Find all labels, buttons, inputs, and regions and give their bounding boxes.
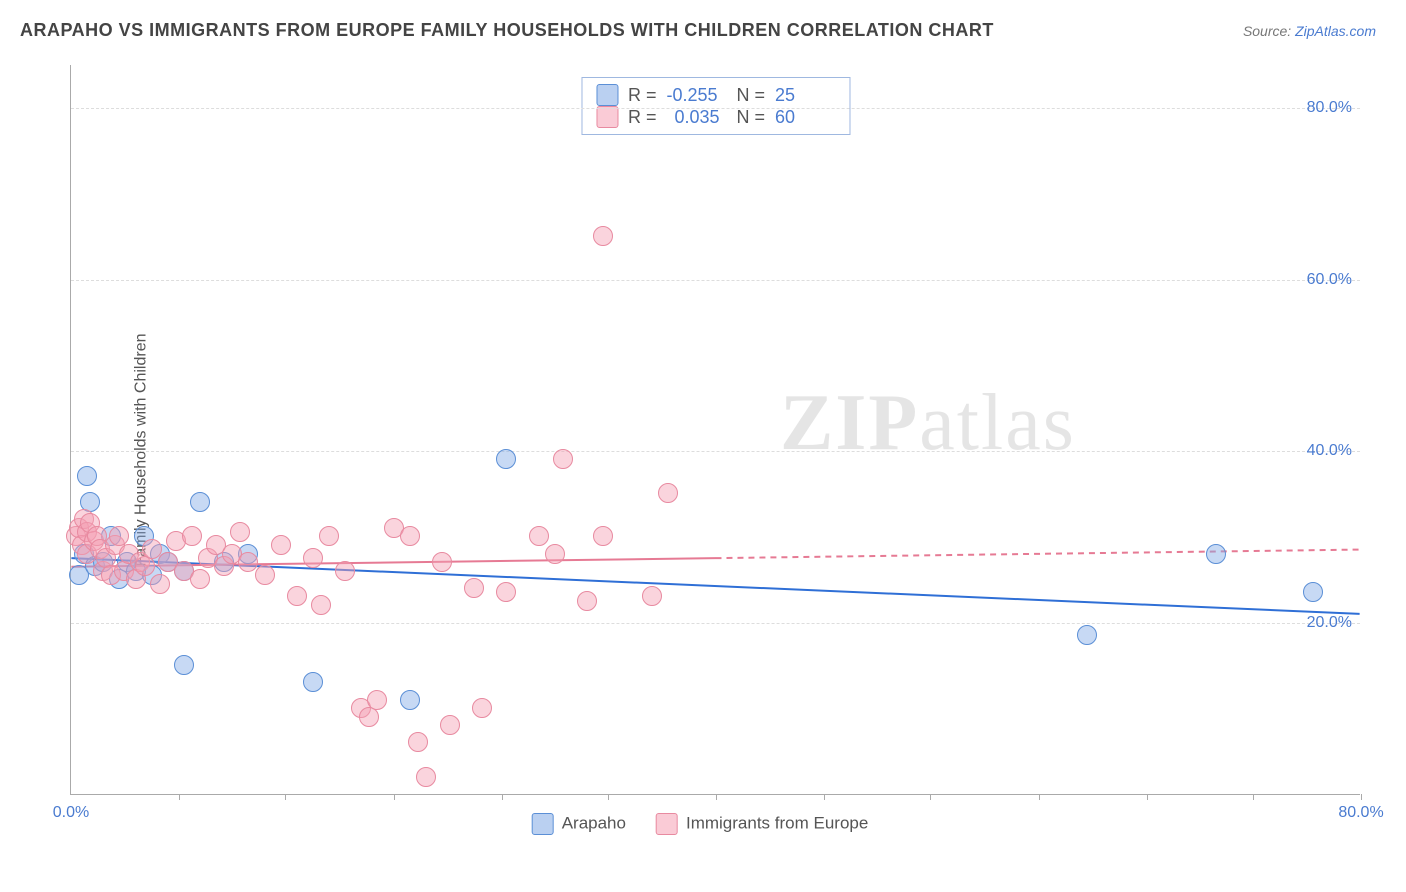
x-tick [716,794,717,800]
x-tick [930,794,931,800]
x-tick [394,794,395,800]
chart-area: Family Households with Children ZIPatlas… [20,55,1380,845]
data-point [77,466,97,486]
legend-swatch-blue [596,84,618,106]
data-point [319,526,339,546]
data-point [367,690,387,710]
data-point [577,591,597,611]
x-tick [1253,794,1254,800]
data-point [1077,625,1097,645]
data-point [135,556,155,576]
data-point [529,526,549,546]
y-tick-label: 60.0% [1307,271,1352,289]
gridline [71,451,1360,452]
x-tick [1039,794,1040,800]
data-point [658,483,678,503]
x-tick [824,794,825,800]
data-point [400,690,420,710]
y-tick-label: 80.0% [1307,99,1352,117]
legend-swatch-pink [656,813,678,835]
chart-header: ARAPAHO VS IMMIGRANTS FROM EUROPE FAMILY… [0,0,1406,51]
data-point [545,544,565,564]
data-point [1303,582,1323,602]
x-tick [285,794,286,800]
chart-title: ARAPAHO VS IMMIGRANTS FROM EUROPE FAMILY… [20,20,994,41]
data-point [408,732,428,752]
data-point [464,578,484,598]
x-tick [1361,794,1362,800]
data-point [271,535,291,555]
x-tick [179,794,180,800]
data-point [416,767,436,787]
data-point [303,548,323,568]
data-point [190,492,210,512]
data-point [1206,544,1226,564]
x-tick-label: 80.0% [1338,804,1383,822]
data-point [440,715,460,735]
legend-row: R = -0.255 N = 25 [596,84,835,106]
data-point [553,449,573,469]
gridline [71,623,1360,624]
data-point [642,586,662,606]
data-point [182,526,202,546]
legend-swatch-pink [596,106,618,128]
data-point [593,226,613,246]
trend-lines [71,65,1360,794]
watermark: ZIPatlas [780,378,1076,469]
data-point [190,569,210,589]
data-point [432,552,452,572]
x-tick [1147,794,1148,800]
data-point [255,565,275,585]
data-point [593,526,613,546]
legend-row: R = 0.035 N = 60 [596,106,835,128]
data-point [359,707,379,727]
x-tick [608,794,609,800]
legend-series: Arapaho Immigrants from Europe [532,813,869,835]
data-point [287,586,307,606]
data-point [400,526,420,546]
y-tick-label: 40.0% [1307,442,1352,460]
data-point [496,449,516,469]
source-link[interactable]: ZipAtlas.com [1295,23,1376,39]
gridline [71,280,1360,281]
data-point [303,672,323,692]
source-label: Source: ZipAtlas.com [1243,23,1376,39]
gridline [71,108,1360,109]
data-point [311,595,331,615]
legend-item: Immigrants from Europe [656,813,868,835]
plot-region: ZIPatlas R = -0.255 N = 25 R = 0.035 N =… [70,65,1360,795]
data-point [496,582,516,602]
y-tick-label: 20.0% [1307,614,1352,632]
data-point [335,561,355,581]
data-point [150,574,170,594]
x-tick [502,794,503,800]
data-point [230,522,250,542]
data-point [472,698,492,718]
data-point [174,655,194,675]
legend-correlation: R = -0.255 N = 25 R = 0.035 N = 60 [581,77,850,135]
legend-item: Arapaho [532,813,626,835]
x-tick-label: 0.0% [53,804,89,822]
legend-swatch-blue [532,813,554,835]
